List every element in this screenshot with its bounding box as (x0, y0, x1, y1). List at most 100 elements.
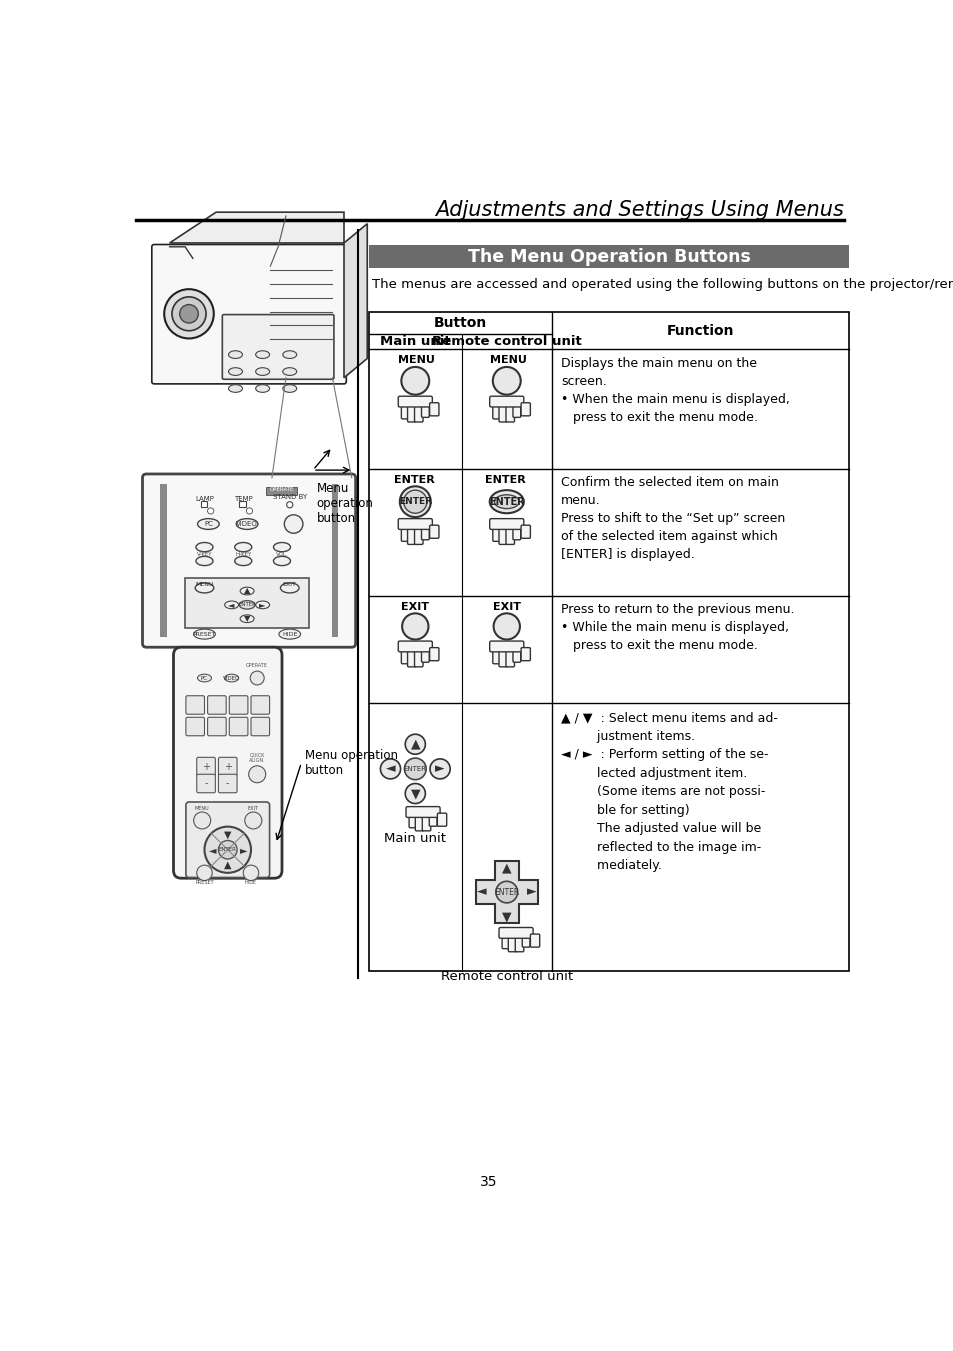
Ellipse shape (240, 615, 253, 623)
Text: ◄: ◄ (209, 844, 215, 855)
Bar (200, 501, 207, 507)
Text: VOL.: VOL. (275, 551, 288, 557)
Text: MENU: MENU (194, 807, 210, 812)
FancyBboxPatch shape (429, 403, 438, 416)
FancyBboxPatch shape (415, 521, 422, 544)
Text: HIDE: HIDE (245, 880, 256, 885)
FancyBboxPatch shape (489, 396, 523, 407)
Ellipse shape (239, 601, 254, 609)
Text: VIDEO: VIDEO (223, 676, 240, 681)
Text: ▲: ▲ (224, 861, 232, 870)
Ellipse shape (236, 519, 257, 530)
FancyBboxPatch shape (186, 802, 270, 877)
FancyBboxPatch shape (436, 813, 446, 827)
Text: Remote control unit: Remote control unit (432, 335, 581, 349)
Ellipse shape (197, 519, 219, 530)
Polygon shape (476, 862, 537, 923)
Text: -: - (204, 778, 208, 789)
FancyBboxPatch shape (421, 521, 429, 540)
FancyBboxPatch shape (493, 644, 500, 663)
Text: Remote control unit: Remote control unit (440, 970, 572, 984)
Circle shape (401, 367, 429, 394)
Polygon shape (170, 212, 344, 243)
Bar (495, 862, 517, 923)
FancyBboxPatch shape (429, 526, 438, 538)
Circle shape (250, 671, 264, 685)
FancyBboxPatch shape (208, 717, 226, 736)
Text: MENU: MENU (195, 581, 213, 586)
FancyBboxPatch shape (397, 642, 432, 651)
Text: The Menu Operation Buttons: The Menu Operation Buttons (467, 247, 750, 266)
Circle shape (493, 613, 519, 639)
Text: ►: ► (239, 844, 247, 855)
FancyBboxPatch shape (505, 521, 514, 544)
FancyBboxPatch shape (515, 931, 523, 951)
Ellipse shape (195, 543, 213, 551)
FancyBboxPatch shape (530, 934, 539, 947)
Text: Menu
operation
button: Menu operation button (316, 482, 374, 524)
FancyBboxPatch shape (406, 807, 439, 817)
FancyBboxPatch shape (218, 774, 236, 793)
FancyBboxPatch shape (513, 521, 520, 540)
Ellipse shape (224, 601, 238, 609)
Text: ▼: ▼ (501, 911, 511, 923)
Circle shape (284, 515, 303, 534)
Text: Confirm the selected item on main
menu.
Press to shift to the “Set up” screen
of: Confirm the selected item on main menu. … (560, 477, 784, 561)
Text: PRESET: PRESET (193, 632, 216, 636)
FancyBboxPatch shape (401, 644, 409, 663)
FancyBboxPatch shape (208, 696, 226, 715)
Circle shape (380, 759, 400, 780)
FancyBboxPatch shape (218, 758, 236, 775)
Ellipse shape (274, 543, 291, 551)
Circle shape (399, 486, 431, 517)
Bar (369, 312, 848, 970)
FancyBboxPatch shape (498, 400, 507, 422)
FancyBboxPatch shape (421, 400, 429, 417)
Ellipse shape (255, 367, 270, 376)
Text: ENTER: ENTER (394, 474, 434, 485)
FancyBboxPatch shape (397, 396, 432, 407)
Ellipse shape (234, 543, 252, 551)
Circle shape (493, 367, 520, 394)
Text: Main unit: Main unit (384, 832, 446, 844)
Text: ▼: ▼ (410, 788, 419, 800)
Text: HIDE: HIDE (282, 632, 297, 636)
Bar (160, 484, 167, 638)
FancyBboxPatch shape (401, 400, 409, 419)
FancyBboxPatch shape (407, 400, 416, 422)
Text: ▲: ▲ (410, 738, 419, 751)
Ellipse shape (229, 351, 242, 358)
Text: ▲: ▲ (501, 861, 511, 874)
Ellipse shape (282, 385, 296, 392)
Circle shape (404, 758, 426, 780)
Text: ▲ / ▼  : Select menu items and ad-
         justment items.
◄ / ►  : Perform set: ▲ / ▼ : Select menu items and ad- justme… (560, 711, 777, 873)
Ellipse shape (278, 630, 300, 639)
FancyBboxPatch shape (421, 644, 429, 662)
Text: ENTER: ENTER (238, 603, 255, 608)
Text: ENTER: ENTER (489, 497, 524, 507)
FancyBboxPatch shape (173, 647, 282, 878)
Ellipse shape (280, 582, 298, 593)
Circle shape (496, 881, 517, 902)
Text: +: + (224, 762, 232, 771)
FancyBboxPatch shape (493, 400, 500, 419)
Text: VIDEO: VIDEO (236, 521, 257, 527)
Ellipse shape (274, 557, 291, 566)
FancyBboxPatch shape (498, 928, 533, 939)
Circle shape (430, 759, 450, 780)
Circle shape (403, 490, 427, 513)
Text: TEMP: TEMP (233, 496, 253, 503)
FancyBboxPatch shape (498, 521, 507, 544)
Text: EXIT: EXIT (493, 601, 520, 612)
FancyBboxPatch shape (513, 400, 520, 417)
Circle shape (286, 501, 293, 508)
Circle shape (249, 766, 266, 782)
Circle shape (196, 865, 212, 881)
FancyBboxPatch shape (520, 403, 530, 416)
FancyBboxPatch shape (407, 644, 416, 667)
Text: EXIT: EXIT (248, 807, 258, 812)
Text: STAND BY: STAND BY (273, 494, 307, 500)
Text: ENTER: ENTER (398, 497, 432, 507)
FancyBboxPatch shape (186, 696, 204, 715)
Text: PC: PC (201, 676, 208, 681)
